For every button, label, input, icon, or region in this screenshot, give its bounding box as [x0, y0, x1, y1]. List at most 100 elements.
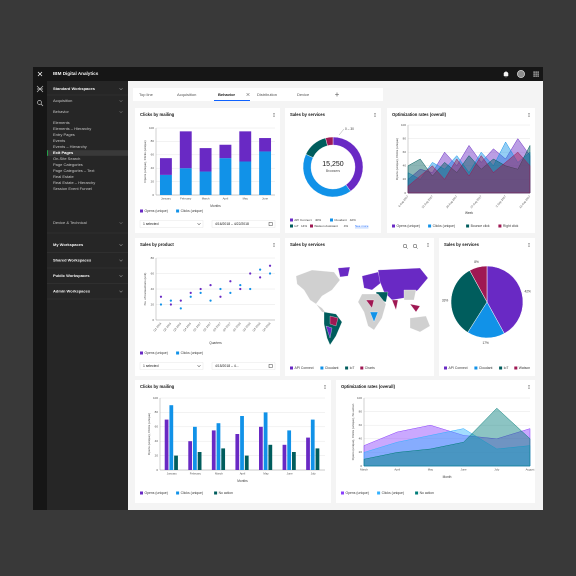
- x-tick-label: March: [360, 468, 368, 472]
- see-more-link[interactable]: See more: [355, 224, 369, 228]
- x-tick-label: May: [428, 468, 434, 472]
- notification-icon[interactable]: [503, 71, 509, 78]
- overflow-menu-dot[interactable]: [528, 245, 530, 247]
- overflow-menu-dot[interactable]: [528, 244, 530, 246]
- overflow-menu-dot[interactable]: [528, 387, 530, 389]
- x-tick-label: Q2 2017: [202, 321, 212, 332]
- bar: [259, 426, 263, 470]
- overflow-menu-dot[interactable]: [324, 387, 326, 389]
- overflow-menu-dot[interactable]: [528, 385, 530, 387]
- workspace-group[interactable]: Admin Workspaces: [53, 289, 91, 294]
- y-tick-label: 0: [152, 318, 154, 322]
- x-tick-label: Q3 2017: [212, 321, 222, 332]
- sidebar-item[interactable]: Page Categories: [53, 162, 83, 167]
- sidebar-group[interactable]: Acquisition: [53, 98, 72, 103]
- legend-swatch: [360, 366, 364, 370]
- legend-swatch: [330, 218, 333, 222]
- chevron-icon: [197, 223, 201, 226]
- overflow-menu-dot[interactable]: [528, 243, 530, 245]
- legend-swatch: [514, 366, 518, 370]
- bar: [174, 455, 178, 470]
- tools-icon[interactable]: [36, 85, 44, 93]
- overflow-menu-dot[interactable]: [528, 115, 530, 117]
- legend-value: 14%: [301, 224, 307, 228]
- overflow-menu-dot[interactable]: [528, 386, 530, 388]
- date-picker[interactable]: [211, 362, 276, 370]
- overflow-menu-dot[interactable]: [324, 386, 326, 388]
- sidebar-item[interactable]: Events: [53, 138, 65, 143]
- bar: [315, 448, 320, 470]
- tab-active[interactable]: Behavior: [218, 92, 236, 97]
- sidebar-group[interactable]: Device & Technical: [53, 220, 87, 225]
- overflow-menu-dot[interactable]: [273, 115, 275, 117]
- sidebar-item[interactable]: Session Event Funnel: [53, 186, 92, 191]
- zoom-in-icon[interactable]: [402, 243, 408, 249]
- x-axis-label: Months: [210, 204, 221, 208]
- zoom-out-icon[interactable]: [412, 243, 418, 249]
- overflow-menu-dot[interactable]: [528, 113, 530, 115]
- sidebar-item[interactable]: Events – Hierarchy: [53, 144, 87, 149]
- overflow-menu-dot[interactable]: [273, 244, 275, 246]
- x-tick-label: Q3 2018: [251, 321, 261, 332]
- add-tab-icon[interactable]: [335, 92, 339, 97]
- tab[interactable]: Acquisition: [177, 92, 196, 97]
- overflow-menu-dot[interactable]: [374, 115, 376, 117]
- bar-segment: [179, 168, 192, 195]
- workspace-group[interactable]: Shared Workspaces: [53, 258, 92, 263]
- sidebar-item[interactable]: On-Site Search: [53, 156, 80, 161]
- legend-swatch: [498, 224, 502, 228]
- overflow-menu-dot[interactable]: [273, 245, 275, 247]
- tab[interactable]: Distribution: [257, 92, 277, 97]
- x-tick-label: August: [526, 468, 535, 472]
- overflow-menu-dot[interactable]: [273, 114, 275, 116]
- search-icon[interactable]: [37, 100, 42, 105]
- workspace-group[interactable]: My Workspaces: [53, 242, 84, 247]
- sidebar-item[interactable]: Elements: [53, 120, 70, 125]
- sidebar-item[interactable]: Real Estate: [53, 174, 74, 179]
- sidebar-item[interactable]: Real Estate – Hierarchy: [53, 180, 95, 185]
- overflow-menu-dot[interactable]: [273, 113, 275, 115]
- avatar[interactable]: [517, 70, 525, 78]
- scatter-point: [239, 284, 242, 287]
- sidebar-group[interactable]: Behavior: [53, 109, 69, 114]
- card-title: Optimization rates (overall): [341, 384, 396, 389]
- dropdown[interactable]: [139, 220, 204, 228]
- dropdown[interactable]: [139, 362, 204, 370]
- legend-swatch: [176, 491, 180, 495]
- overflow-menu-dot[interactable]: [427, 243, 429, 245]
- scatter-point: [209, 299, 212, 302]
- sidebar-item[interactable]: Page Categories – Text: [53, 168, 95, 173]
- app-switcher[interactable]: [533, 71, 539, 77]
- overflow-menu-dot[interactable]: [374, 114, 376, 116]
- map-region: [325, 325, 333, 339]
- tab-close-icon[interactable]: [246, 92, 250, 97]
- tab[interactable]: Device: [297, 92, 310, 97]
- y-tick-label: 60: [155, 425, 159, 429]
- x-tick-label: Q1 2016: [152, 321, 162, 332]
- sidebar-item-active[interactable]: Exit Pages: [53, 150, 74, 155]
- tab[interactable]: Top line: [139, 92, 154, 97]
- legend-label: API Connect: [294, 218, 312, 222]
- close-icon[interactable]: [37, 71, 43, 77]
- overflow-menu-dot[interactable]: [273, 243, 275, 245]
- y-tick-label: 40: [359, 437, 363, 441]
- scatter-point: [249, 272, 252, 275]
- overflow-menu-dot[interactable]: [324, 385, 326, 387]
- card-title: Sales by services: [290, 242, 326, 247]
- date-picker[interactable]: [211, 220, 276, 228]
- legend-label: Opens (unique): [145, 209, 168, 213]
- overflow-menu-dot[interactable]: [427, 244, 429, 246]
- y-tick-label: 60: [403, 150, 407, 154]
- calendar-icon: [268, 364, 273, 368]
- scatter-point: [268, 264, 272, 267]
- overflow-menu-dot[interactable]: [427, 245, 429, 247]
- legend-label: Charts: [365, 366, 375, 370]
- sidebar-item[interactable]: Entry Pages: [53, 132, 75, 137]
- dropdown-label: 1 selected: [143, 364, 159, 368]
- legend-label: Clicks (unique): [181, 351, 203, 355]
- bar: [221, 448, 226, 470]
- overflow-menu-dot[interactable]: [374, 113, 376, 115]
- overflow-menu-dot[interactable]: [528, 114, 530, 116]
- sidebar-item[interactable]: Elements – Hierarchy: [53, 126, 91, 131]
- workspace-group[interactable]: Public Workspaces: [53, 273, 90, 278]
